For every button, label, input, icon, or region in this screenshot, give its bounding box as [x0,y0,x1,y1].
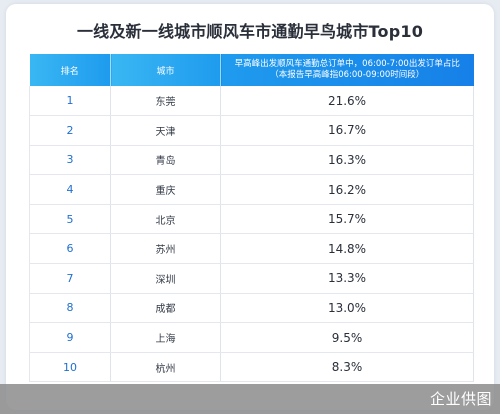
rank-cell: 4 [29,174,111,205]
share-cell: 9.5% [220,322,474,353]
share-cell: 13.3% [220,263,474,294]
city-cell: 重庆 [110,174,221,205]
city-cell: 青岛 [110,145,221,176]
table-row: 10 杭州 8.3% [29,352,474,383]
share-cell: 15.7% [220,204,474,235]
table-row: 2 天津 16.7% [29,115,474,146]
table-row: 7 深圳 13.3% [29,263,474,294]
rank-cell: 6 [29,233,111,265]
table-row: 9 上海 9.5% [29,322,474,353]
table-row: 1 东莞 21.6% [29,86,474,117]
table-row: 8 成都 13.0% [29,293,474,324]
table-header-row: 排名 城市 早高峰出发顺风车通勤总订单中，06:00-7:00出发订单占比 （本… [29,54,474,86]
city-cell: 深圳 [110,263,221,294]
chart-title: 一线及新一线城市顺风车市通勤早鸟城市Top10 [76,22,424,41]
header-city: 城市 [110,54,221,86]
share-cell: 14.8% [220,233,474,265]
watermark-bar: 企业供图 [0,384,500,414]
city-cell: 天津 [110,115,221,146]
rank-cell: 7 [29,263,111,294]
rank-cell: 10 [29,352,111,383]
table-row: 5 北京 15.7% [29,204,474,235]
city-cell: 成都 [110,293,221,324]
city-cell: 杭州 [110,352,221,383]
share-cell: 16.7% [220,115,474,146]
header-share-line1: 早高峰出发顺风车通勤总订单中，06:00-7:00出发订单占比 [234,59,460,69]
city-cell: 苏州 [110,233,221,265]
table-row: 4 重庆 16.2% [29,174,474,205]
rank-cell: 1 [29,86,111,117]
header-share: 早高峰出发顺风车通勤总订单中，06:00-7:00出发订单占比 （本报告早高峰指… [220,54,474,86]
rank-cell: 9 [29,322,111,353]
rank-cell: 3 [29,145,111,176]
ranking-table: 排名 城市 早高峰出发顺风车通勤总订单中，06:00-7:00出发订单占比 （本… [29,54,474,383]
table-row: 6 苏州 14.8% [29,233,474,265]
share-cell: 8.3% [220,352,474,383]
header-rank: 排名 [29,54,111,86]
watermark-text: 企业供图 [429,390,492,408]
rank-cell: 8 [29,293,111,324]
share-cell: 16.2% [220,174,474,205]
rank-cell: 2 [29,115,111,146]
share-cell: 16.3% [220,145,474,176]
share-cell: 21.6% [220,86,474,117]
city-cell: 东莞 [110,86,221,117]
share-cell: 13.0% [220,293,474,324]
city-cell: 北京 [110,204,221,235]
city-cell: 上海 [110,322,221,353]
table-row: 3 青岛 16.3% [29,145,474,176]
rank-cell: 5 [29,204,111,235]
header-share-line2: （本报告早高峰指06:00-09:00时间段） [270,70,425,80]
